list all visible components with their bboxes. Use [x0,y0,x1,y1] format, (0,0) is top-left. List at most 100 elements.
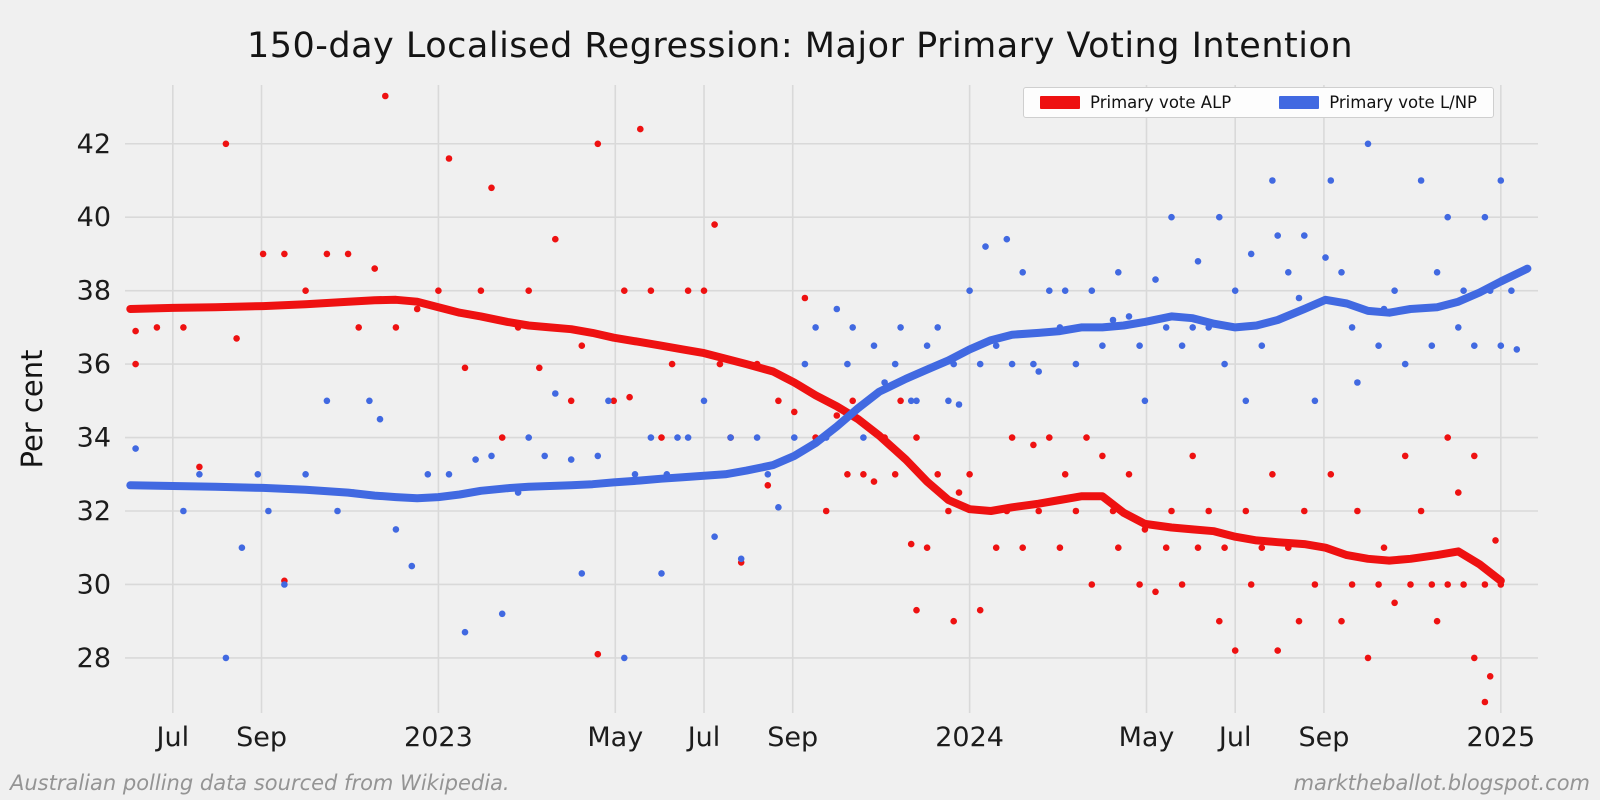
scatter-point [684,287,692,295]
scatter-point [1056,544,1064,551]
scatter-point [907,540,915,548]
legend-label-lnp: Primary vote L/NP [1329,93,1477,112]
scatter-point [1444,581,1451,588]
scatter-point [621,654,628,662]
scatter-point [621,287,628,295]
scatter-point [1492,537,1499,544]
scatter-point [552,390,559,397]
scatter-point [1428,581,1436,588]
scatter-point [1178,342,1186,350]
scatter-point [955,489,963,496]
scatter-point [1354,507,1361,515]
scatter-point [265,507,272,515]
scatter-point [196,471,203,478]
scatter-point [1258,342,1266,350]
scatter-point [631,471,639,478]
scatter-point [355,324,363,331]
scatter-point [578,570,586,577]
x-tick-label: May [587,722,643,753]
scatter-point [445,471,453,478]
scatter-point [1099,452,1106,460]
scatter-point [1433,269,1441,276]
scatter-point [1269,177,1276,184]
scatter-point [992,544,1000,551]
scatter-point [376,415,384,423]
scatter-point [1125,313,1133,320]
scatter-point [1497,177,1505,184]
scatter-point [1136,581,1143,588]
scatter-point [578,342,586,350]
scatter-point [259,250,267,258]
scatter-point [281,250,288,258]
scatter-point [424,471,432,478]
scatter-point [536,364,543,372]
scatter-point [1285,269,1292,276]
scatter-point [737,555,745,563]
scatter-point [1301,507,1308,515]
trend-lines [126,264,1532,585]
scatter-point [1194,258,1202,265]
scatter-point [238,544,246,551]
scatter-point [1221,544,1228,551]
scatter-point [1189,324,1196,331]
scatter-point [334,507,341,515]
scatter-point [897,397,904,405]
scatter-point [950,617,957,625]
scatter-point [132,327,139,335]
scatter-point [897,324,904,331]
y-axis-label: Per cent [15,349,49,469]
scatter-point [844,471,851,478]
scatter-point [844,360,851,368]
scatter-point [1194,544,1202,551]
scatter-point [1327,177,1335,184]
scatter-point [1327,471,1335,478]
legend-item-lnp: Primary vote L/NP [1279,93,1477,112]
scatter-point [222,140,230,148]
scatter-point [1301,232,1308,239]
scatter-point [860,471,867,478]
scatter-point [382,92,389,100]
scatter-point [1088,287,1096,295]
scatter-point [764,482,772,489]
scatter-point [392,324,400,331]
x-tick-label: 2024 [935,722,1004,753]
scatter-point [1338,617,1345,625]
scatter-point [812,324,819,331]
y-tick-label: 28 [77,643,111,674]
scatter-point [1168,213,1175,221]
scatter-point [833,412,841,419]
scatter-point [1061,287,1069,295]
scatter-point [870,478,878,485]
scatter-point [1008,434,1016,441]
scatter-point [180,507,187,515]
scatter-point [1486,673,1494,680]
scatter-point [498,434,506,441]
scatter-point [976,360,984,368]
scatter-point [700,287,708,295]
scatter-point [413,305,421,313]
scatter-point [775,397,782,405]
scatter-point [976,606,984,614]
scatter-point [1242,397,1250,405]
scatter-point [594,452,602,460]
scatter-point [1417,177,1425,184]
scatter-point [934,471,941,478]
scatter-point [567,397,575,405]
scatter-point [323,250,331,258]
scatter-point [1115,544,1122,551]
scatter-point [945,507,952,515]
scatter-point [477,287,485,295]
scatter-point [408,562,416,570]
scatter-point [1046,434,1053,441]
scatter-point [1311,397,1319,405]
scatter-point [860,434,867,441]
scatter-point [1364,654,1372,662]
source-note: Australian polling data sourced from Wik… [10,771,510,795]
scatter-point [1061,471,1069,478]
scatter-point [1497,342,1505,350]
scatter-point [594,650,602,658]
scatter-point [1258,544,1266,551]
site-credit: marktheballot.blogspot.com [1293,771,1590,795]
